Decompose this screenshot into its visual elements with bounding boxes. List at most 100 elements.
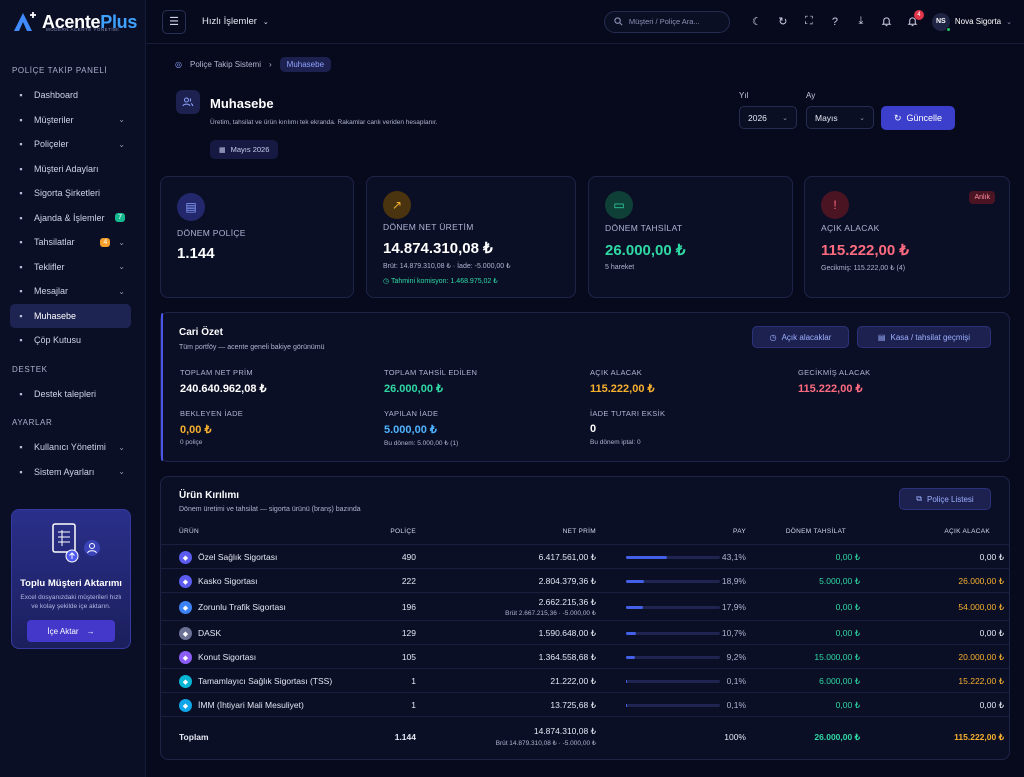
theme-toggle-icon[interactable]: ☾ — [751, 16, 762, 28]
quick-actions-dropdown[interactable]: Hızlı İşlemler ⌄ — [202, 16, 269, 27]
chevron-down-icon: ⌄ — [118, 467, 125, 477]
chevron-down-icon: ⌄ — [262, 18, 269, 26]
menu-toggle-button[interactable]: ☰ — [162, 9, 186, 34]
chevron-down-icon: ⌄ — [118, 286, 125, 296]
button-label: Açık alacaklar — [781, 332, 832, 342]
chevron-down-icon: ⌄ — [859, 114, 865, 122]
home-icon: ◎ — [175, 60, 182, 69]
refresh-icon: ↻ — [893, 112, 902, 123]
share-bar — [626, 606, 720, 609]
sidebar-item-tahsilatlar[interactable]: ▪ Tahsilatlar 4 ⌄ — [10, 230, 131, 255]
chevron-down-icon: ⌄ — [782, 114, 788, 122]
net-premium: 21.222,00 ₺ — [550, 676, 596, 686]
share-percent: 18,9% — [721, 576, 746, 586]
year-value: 2026 — [748, 112, 767, 123]
total-open: 115.222,00 ₺ — [954, 732, 1004, 742]
cash-history-button[interactable]: ▤ Kasa / tahsilat geçmişi — [857, 326, 991, 348]
commission-text: ◷ Tahmini komisyon: 1.468.975,02 ₺ — [383, 278, 498, 285]
sidebar-item-destek-talepleri[interactable]: ▪ Destek talepleri — [10, 382, 131, 407]
sidebar-item-kullanıcı-yönetimi[interactable]: ▪ Kullanıcı Yönetimi ⌄ — [10, 435, 131, 460]
policy-list-button[interactable]: ⧉ Poliçe Listesi — [899, 488, 991, 510]
policy-count: 105 — [401, 652, 416, 662]
stat-value: 14.874.310,08 ₺ — [383, 240, 493, 257]
logo-icon — [14, 12, 36, 31]
sidebar-item-label: Mesajlar — [34, 286, 69, 297]
overdue-value: 115.222,00 ₺ — [798, 383, 863, 395]
user-menu[interactable]: NS Nova Sigorta ⌄ — [931, 12, 1012, 32]
table-row[interactable]: ◆ İMM (İhtiyari Mali Mesuliyet) 1 13.725,68… — [160, 692, 1010, 716]
calendar-icon: ▪ — [19, 212, 23, 223]
product-name: Özel Sağlık Sigortası — [198, 552, 278, 562]
refresh-icon[interactable]: ↻ — [778, 16, 788, 28]
net-premium: 2.662.215,36 ₺ — [538, 597, 596, 607]
sidebar-item-çöp-kutusu[interactable]: ▪ Çöp Kutusu — [10, 328, 131, 353]
stat-value: 115.222,00 ₺ — [821, 242, 909, 259]
chevron-down-icon: ⌄ — [118, 262, 125, 272]
open-receivable: 0,00 ₺ — [979, 628, 1004, 638]
sidebar-item-label: Çöp Kutusu — [34, 335, 82, 346]
count-badge: 4 — [100, 237, 111, 247]
sidebar-item-muhasebe[interactable]: ▪ Muhasebe — [10, 303, 131, 328]
open-receivable: 54.000,00 ₺ — [958, 602, 1004, 612]
net-premium: 13.725,68 ₺ — [550, 700, 596, 710]
sidebar-item-poliçeler[interactable]: ▪ Poliçeler ⌄ — [10, 132, 131, 157]
arrow-right-icon: → — [86, 626, 95, 636]
mail-icon: ▪ — [19, 286, 23, 297]
sidebar-item-teklifler[interactable]: ▪ Teklifler ⌄ — [10, 255, 131, 280]
download-icon[interactable]: ⤓ — [858, 15, 864, 27]
missing-refund-label: İADE TUTARI EKSİK — [590, 409, 666, 418]
policy-count: 1 — [411, 700, 416, 710]
sidebar-item-label: Ajanda & İşlemler — [34, 212, 105, 223]
share-bar-fill — [626, 606, 643, 609]
sidebar-item-sigorta-şirketleri[interactable]: ▪ Sigorta Şirketleri — [10, 181, 131, 206]
table-row[interactable]: ◆ Özel Sağlık Sigortası 490 6.417.561,00 ₺ 4… — [160, 544, 1010, 568]
breadcrumb-parent[interactable]: Poliçe Takip Sistemi — [189, 60, 261, 69]
table-row[interactable]: ◆ DASK 129 1.590.648,00 ₺ 10,7% 0,00 ₺ 0,00 ₺ — [160, 620, 1010, 644]
month-select[interactable]: Mayıs ⌄ — [806, 106, 874, 129]
table-row[interactable]: ◆ Tamamlayıcı Sağlık Sigortası (TSS) 1 21.2… — [160, 668, 1010, 692]
notifications-icon[interactable]: 4 — [900, 10, 926, 27]
table-row[interactable]: ◆ Kasko Sigortası 222 2.804.379,36 ₺ 18,9% 5.… — [160, 568, 1010, 592]
users-icon — [176, 90, 200, 114]
clock-icon: ◷ — [769, 332, 777, 342]
share-percent: 10,7% — [721, 628, 746, 638]
fullscreen-icon[interactable]: ⛶ — [805, 15, 813, 27]
sidebar-item-müşteri-adayları[interactable]: ▪ Müşteri Adayları — [10, 157, 131, 182]
panel-accent — [161, 313, 163, 461]
bell-icon[interactable] — [874, 16, 900, 27]
sidebar-item-müşteriler[interactable]: ▪ Müşteriler ⌄ — [10, 108, 131, 133]
sidebar-item-mesajlar[interactable]: ▪ Mesajlar ⌄ — [10, 279, 131, 304]
share-bar — [626, 556, 720, 559]
search-input[interactable]: Müşteri / Poliçe Ara... — [603, 10, 730, 33]
sidebar-item-ajanda-i-şlemler[interactable]: ▪ Ajanda & İşlemler 7 — [10, 206, 131, 231]
help-icon[interactable]: ? — [831, 15, 838, 28]
brand-logo[interactable]: AcentePlus — [0, 0, 145, 44]
sidebar: AcentePlus MODERN ACENTE YÖNETİMİ POLİÇE… — [0, 0, 146, 777]
sidebar-item-label: Müşteriler — [34, 114, 74, 125]
sliders-icon: ▪ — [19, 466, 23, 477]
wallet-icon: ▭ — [605, 191, 633, 219]
product-breakdown-panel: Ürün Kırılımı Dönem üretimi ve tahsilat … — [160, 476, 1010, 760]
sidebar-item-dashboard[interactable]: ▪ Dashboard — [10, 83, 131, 108]
table-row[interactable]: ◆ Zorunlu Trafik Sigortası 196 2.662.215,36… — [160, 592, 1010, 620]
open-receivables-button[interactable]: ◷ Açık alacaklar — [752, 326, 849, 348]
receipt-icon: ▤ — [877, 332, 886, 342]
panel-description: Tüm portföy — acente geneli bakiye görün… — [179, 344, 325, 351]
breadcrumb-current: Muhasebe — [279, 57, 332, 72]
table-row[interactable]: ◆ Konut Sigortası 105 1.364.558,68 ₺ 9,2% 15.… — [160, 644, 1010, 668]
search-icon — [614, 17, 623, 26]
sidebar-item-sistem-ayarları[interactable]: ▪ Sistem Ayarları ⌄ — [10, 460, 131, 485]
sidebar-item-label: Dashboard — [34, 90, 79, 101]
total-net-label: TOPLAM NET PRİM — [180, 368, 253, 377]
update-button[interactable]: ↻ Güncelle — [881, 106, 955, 130]
period-collection: 0,00 ₺ — [835, 628, 860, 638]
import-button[interactable]: İçe Aktar → — [27, 620, 115, 642]
sidebar-item-label: Sistem Ayarları — [34, 466, 95, 477]
stat-value: 26.000,00 ₺ — [605, 242, 686, 259]
promo-description: Excel dosyanızdaki müşterileri hızlı ve … — [20, 594, 122, 610]
notification-badge: 4 — [913, 10, 924, 20]
section-title-support: DESTEK — [12, 364, 48, 374]
cari-summary-panel: Cari Özet Tüm portföy — acente geneli ba… — [160, 312, 1010, 462]
year-select[interactable]: 2026 ⌄ — [739, 106, 797, 129]
missing-refund-sub: Bu dönem iptal: 0 — [590, 439, 641, 446]
